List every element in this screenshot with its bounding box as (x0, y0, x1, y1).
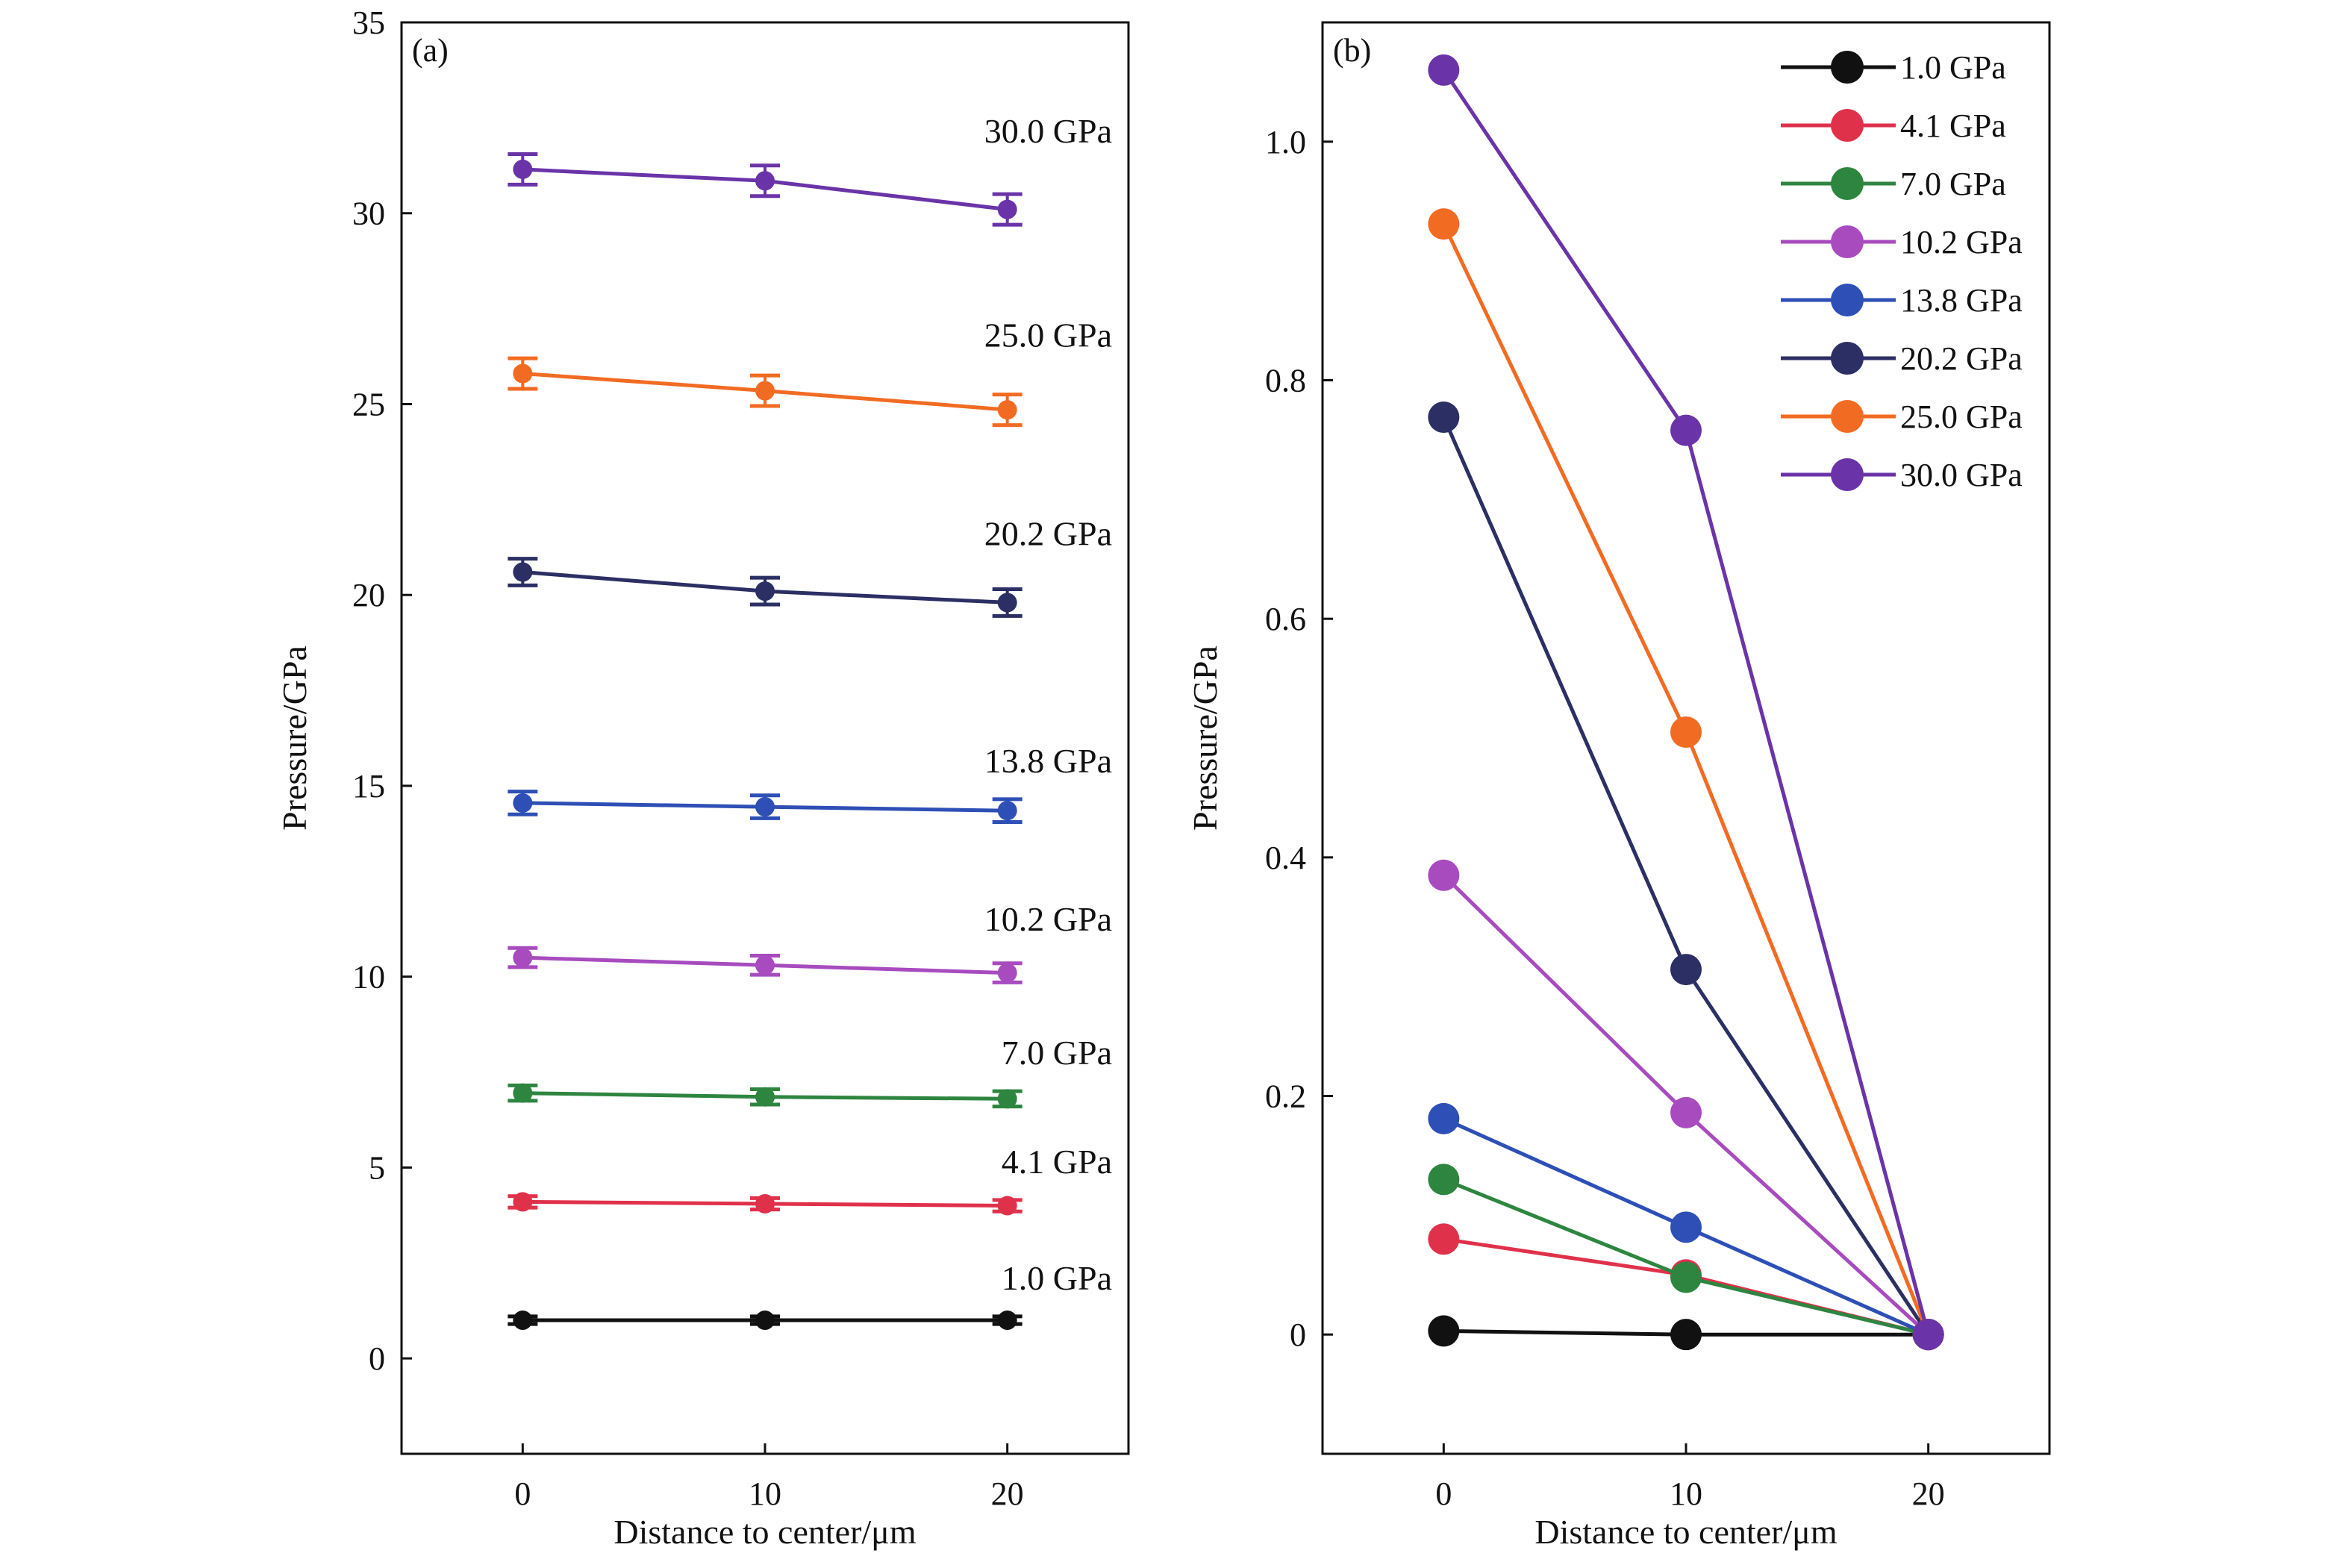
panel-b-y-tick-label: 0 (1290, 1316, 1306, 1353)
legend-label: 1.0 GPa (1900, 49, 2006, 86)
panel-b-x-tick-label: 20 (1912, 1475, 1945, 1512)
panel-a-series-label: 25.0 GPa (984, 316, 1112, 354)
panel-a-data-point (513, 562, 533, 582)
panel-b-data-point (1428, 859, 1460, 891)
legend-label: 13.8 GPa (1900, 282, 2023, 319)
legend-marker (1831, 109, 1864, 142)
legend-marker (1831, 284, 1864, 316)
legend-marker (1831, 342, 1864, 375)
panel-a-panel-label: (a) (412, 32, 449, 69)
panel-b-data-point (1428, 54, 1460, 86)
legend-marker (1831, 167, 1864, 200)
panel-a-series-label: 4.1 GPa (1002, 1143, 1112, 1181)
legend-label: 4.1 GPa (1900, 107, 2006, 144)
panel-a-y-tick-label: 0 (369, 1340, 385, 1377)
panel-b-series-line (1442, 69, 1931, 1335)
legend-marker (1831, 225, 1864, 258)
panel-a-series-label: 1.0 GPa (1002, 1259, 1112, 1297)
panel-b-data-point (1428, 1102, 1460, 1134)
panel-a-y-tick-label: 10 (352, 959, 385, 996)
panel-b-y-tick-label: 0.4 (1265, 840, 1306, 876)
panel-a-data-point (513, 363, 533, 384)
panel-a-data-point (997, 1089, 1017, 1109)
panel-b-data-point (1670, 414, 1702, 446)
legend-label: 10.2 GPa (1900, 224, 2023, 260)
panel-a-series-label: 20.2 GPa (984, 515, 1112, 553)
legend-label: 25.0 GPa (1900, 399, 2023, 435)
panel-a-data-point (513, 1192, 533, 1212)
panel-a-series-label: 13.8 GPa (984, 742, 1112, 780)
panel-a-x-tick-label: 0 (514, 1475, 531, 1512)
legend-label: 7.0 GPa (1900, 166, 2006, 202)
panel-a-data-point (755, 1193, 775, 1214)
panel-b-data-point (1428, 1315, 1460, 1347)
panel-b-panel-label: (b) (1333, 32, 1371, 69)
panel-b-data-point (1428, 1223, 1460, 1255)
panel-b-data-point (1912, 1319, 1944, 1351)
panel-a-data-point (997, 1310, 1017, 1330)
panel-a-data-point (997, 801, 1017, 821)
panel-a-y-tick-label: 25 (352, 386, 385, 422)
panel-a-y-tick-label: 15 (352, 768, 385, 805)
panel-a-series-label: 10.2 GPa (984, 900, 1112, 938)
panel-a-data-point (513, 159, 533, 179)
legend-marker (1831, 51, 1864, 84)
panel-a-series-label: 30.0 GPa (984, 112, 1112, 150)
panel-a-x-tick-label: 10 (749, 1475, 781, 1512)
panel-a-data-point (755, 171, 775, 191)
panel-a-data-point (997, 400, 1017, 420)
panel-b-chart: 0 0.2 0.4 0.6 0.8 1.0 0 10 20 Distance to center/… (1186, 21, 2051, 1551)
panel-a-data-point (997, 593, 1017, 613)
panel-a-x-axis-title: Distance to center/μm (613, 1513, 917, 1551)
panel-a-data-point (997, 199, 1017, 219)
panel-a-y-tick-label: 20 (352, 577, 385, 613)
panel-b-series-line (1442, 416, 1930, 1336)
panel-b-x-tick-label: 0 (1435, 1475, 1452, 1512)
panel-b-data-point (1670, 1319, 1702, 1351)
panel-b-data-point (1428, 1163, 1460, 1196)
panel-a-data-point (997, 963, 1017, 983)
panel-a-y-tick-label: 5 (369, 1149, 385, 1186)
panel-a-x-tick-label: 20 (991, 1475, 1024, 1512)
panel-a-data-point (755, 797, 775, 817)
panel-a-data-point (755, 581, 775, 602)
panel-a-data-point (513, 948, 533, 968)
panel-b-y-axis-title: Pressure/GPa (1186, 646, 1224, 831)
legend-marker (1831, 400, 1864, 433)
panel-b-series-line (1443, 1178, 1929, 1337)
panel-b-y-tick-label: 0.2 (1265, 1078, 1306, 1115)
legend-label: 30.0 GPa (1900, 457, 2023, 493)
panel-a-series-label: 7.0 GPa (1002, 1034, 1112, 1072)
panel-b-data-point (1428, 208, 1460, 240)
panel-b-series-line (1442, 223, 1931, 1336)
legend-marker (1831, 458, 1864, 491)
legend-label: 20.2 GPa (1900, 340, 2023, 377)
panel-a-data-point (755, 955, 775, 975)
panel-b-data-point (1670, 1096, 1702, 1128)
panel-b-y-tick-label: 0.6 (1265, 601, 1306, 637)
panel-b-x-axis-title: Distance to center/μm (1534, 1513, 1838, 1551)
panel-b-data-point (1670, 716, 1702, 749)
panel-a-y-axis-title: Pressure/GPa (275, 646, 313, 831)
panel-a-plot-frame (400, 21, 1130, 1455)
panel-a-data-point (513, 1083, 533, 1103)
panel-a-data-point (755, 381, 775, 401)
panel-a-data-point (997, 1196, 1017, 1216)
panel-b-data-point (1670, 954, 1702, 986)
panel-b-data-point (1428, 402, 1460, 434)
panel-a-data-point (513, 1310, 533, 1330)
panel-a-y-tick-label: 35 (352, 4, 385, 41)
panel-a-y-tick-label: 30 (352, 196, 385, 232)
panel-b-data-point (1670, 1261, 1702, 1293)
panel-a-data-point (755, 1087, 775, 1107)
panel-b-x-tick-label: 10 (1670, 1475, 1702, 1512)
panel-b-y-tick-label: 0.8 (1265, 363, 1306, 399)
panel-b-y-tick-label: 1.0 (1265, 124, 1306, 160)
panel-b-data-point (1670, 1211, 1702, 1243)
panel-a-data-point (513, 793, 533, 813)
panel-a-data-point (755, 1310, 775, 1330)
panel-a-chart: 0 5 10 15 20 25 30 35 0 10 20 Distance to center/μm… (275, 4, 1130, 1551)
